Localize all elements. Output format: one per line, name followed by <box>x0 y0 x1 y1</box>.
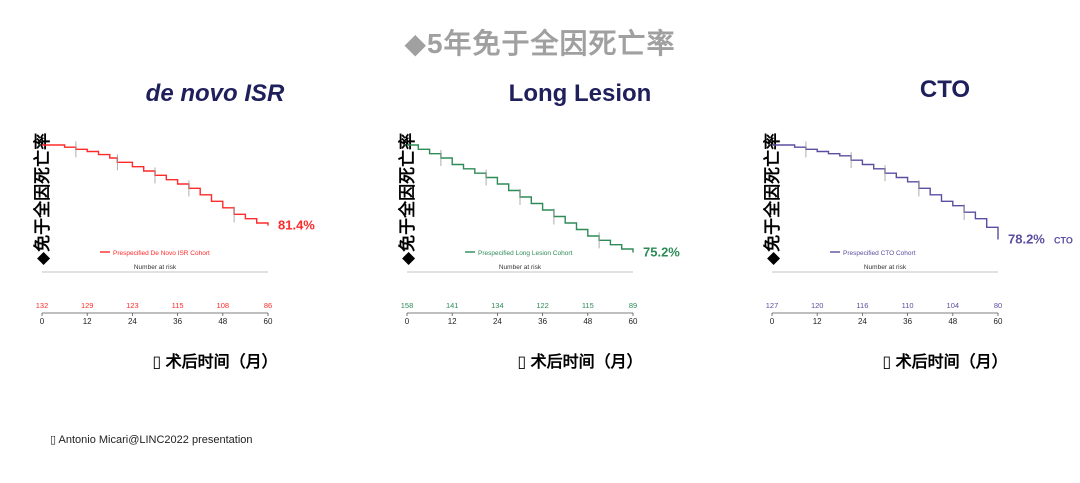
at-risk-value: 89 <box>629 301 637 310</box>
x-tick-label: 36 <box>903 317 912 326</box>
risk-title: Number at risk <box>499 264 542 271</box>
x-tick-label: 24 <box>858 317 867 326</box>
at-risk-value: 115 <box>172 301 184 310</box>
page-title: ◆5年免于全因死亡率 <box>404 28 676 59</box>
at-risk-value: 104 <box>947 301 960 310</box>
km-chart-svg: 75.2% Prespecified Long Lesion Cohort Numb… <box>401 144 680 326</box>
chart-title-text: de novo ISR <box>145 80 285 107</box>
end-value-label: 81.4% <box>278 218 315 233</box>
km-panel-long-lesion: Long Lesion ◆免于全因死亡率 75.2% Prespecified L… <box>398 80 755 380</box>
km-panel-de-novo-isr: de novo ISR ◆免于全因死亡率 81.4% Prespecified D… <box>33 80 390 380</box>
x-tick-label: 24 <box>128 317 137 326</box>
legend-label: Prespecified Long Lesion Cohort <box>478 250 573 257</box>
at-risk-value: 108 <box>217 301 230 310</box>
at-risk-value: 80 <box>994 301 1002 310</box>
chart-title-text: CTO <box>919 76 971 103</box>
at-risk-value: 122 <box>536 301 549 310</box>
at-risk-value: 141 <box>446 301 459 310</box>
km-survival-line <box>772 144 999 240</box>
at-risk-value: 120 <box>811 301 824 310</box>
at-risk-value: 86 <box>264 301 272 310</box>
x-tick-label: 60 <box>629 317 638 326</box>
at-risk-value: 116 <box>856 301 868 310</box>
x-tick-label: 60 <box>264 317 273 326</box>
at-risk-value: 134 <box>491 301 504 310</box>
at-risk-value: 123 <box>126 301 139 310</box>
x-tick-label: 48 <box>948 317 957 326</box>
x-tick-label: 12 <box>448 317 457 326</box>
at-risk-value: 127 <box>766 301 779 310</box>
end-value-label: 75.2% <box>643 244 680 259</box>
km-chart-svg: 78.2% CTO Prespecified CTO Cohort Number at… <box>766 141 1073 326</box>
x-tick-label: 12 <box>83 317 92 326</box>
chart-title: CTO <box>770 76 1080 104</box>
end-value-suffix: CTO <box>1054 235 1073 245</box>
x-tick-label: 0 <box>770 317 775 326</box>
x-tick-label: 48 <box>583 317 592 326</box>
km-chart-svg: 81.4% Prespecified De Novo ISR Cohort Numb… <box>36 141 315 326</box>
km-panel-cto: CTO ◆免于全因死亡率 78.2% CTO Prespecified CTO Co… <box>763 76 1080 380</box>
x-axis-label: ▯ 术后时间（月） <box>517 354 643 371</box>
x-tick-label: 0 <box>40 317 45 326</box>
end-value-label: 78.2% <box>1008 231 1045 246</box>
x-axis-label: ▯ 术后时间（月） <box>152 354 278 371</box>
x-tick-label: 36 <box>173 317 182 326</box>
chart-title: de novo ISR <box>40 80 390 108</box>
at-risk-value: 132 <box>36 301 49 310</box>
x-tick-label: 36 <box>538 317 547 326</box>
at-risk-value: 129 <box>81 301 94 310</box>
x-tick-label: 60 <box>994 317 1003 326</box>
x-tick-label: 48 <box>218 317 227 326</box>
x-tick-label: 24 <box>493 317 502 326</box>
at-risk-value: 115 <box>582 301 594 310</box>
at-risk-value: 158 <box>401 301 414 310</box>
x-tick-label: 12 <box>813 317 822 326</box>
x-axis-label: ▯ 术后时间（月） <box>882 354 1008 371</box>
risk-title: Number at risk <box>864 264 907 271</box>
source-footnote: ▯ Antonio Micari@LINC2022 presentation <box>50 434 253 446</box>
chart-title: Long Lesion <box>405 80 755 108</box>
legend-label: Prespecified De Novo ISR Cohort <box>113 250 210 257</box>
chart-title-text: Long Lesion <box>508 80 652 107</box>
legend-label: Prespecified CTO Cohort <box>843 250 916 257</box>
x-tick-label: 0 <box>405 317 410 326</box>
at-risk-value: 110 <box>902 301 914 310</box>
risk-title: Number at risk <box>134 264 177 271</box>
